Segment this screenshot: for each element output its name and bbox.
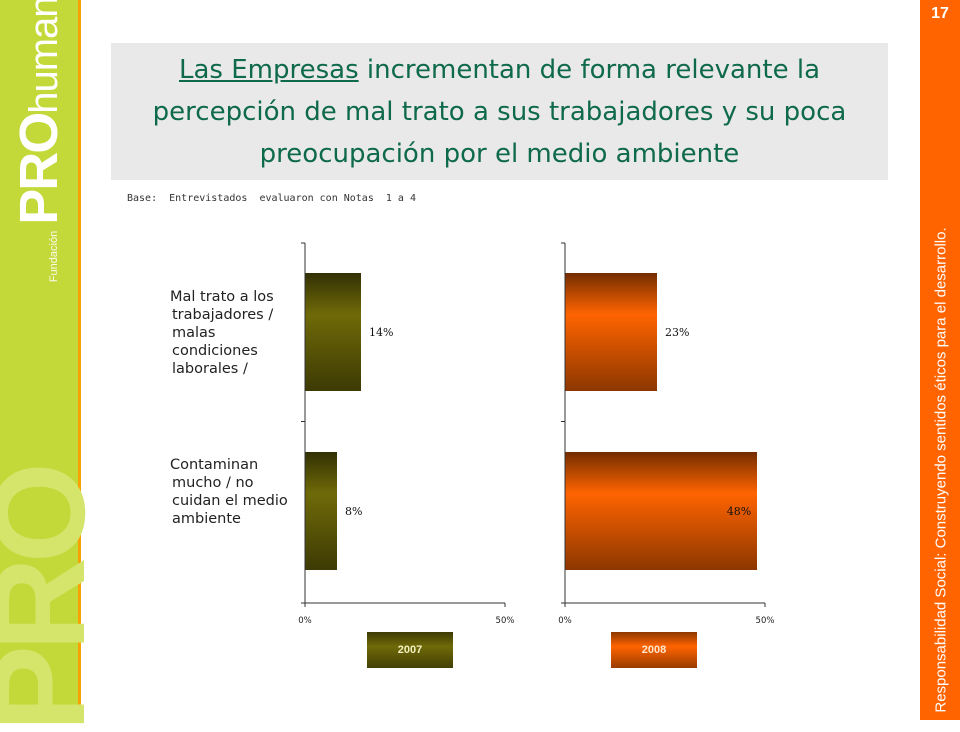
bar-chart-2007: 14% 8% 0% 50% — [298, 242, 515, 626]
prohumana-logo: FundaciónPROhumana® — [8, 0, 70, 282]
tagline: Responsabilidad Social: Construyendo sen… — [932, 227, 950, 713]
x-tick-label-2: 50% — [756, 616, 775, 626]
data-label-2007-1: 14% — [369, 326, 393, 339]
bar-2008-2 — [565, 452, 757, 570]
bar-2007-2 — [305, 452, 337, 570]
right-brand-strip — [920, 0, 960, 720]
page-number: 17 — [931, 5, 949, 22]
left-brand-strip — [0, 0, 78, 720]
category-label-1: Mal trato a los trabajadores / malas con… — [170, 289, 274, 377]
pro-watermark-logo: PRO — [0, 468, 112, 732]
legend-2007: 2007 — [367, 632, 453, 668]
title-box: Las Empresas incrementan de forma releva… — [111, 43, 888, 180]
logo-word: humana — [22, 0, 66, 114]
page-title: Las Empresas incrementan de forma releva… — [111, 49, 888, 175]
x-tick-label-1: 0% — [298, 616, 312, 626]
x-tick-label-1: 0% — [558, 616, 572, 626]
title-underlined: Las Empresas — [178, 54, 359, 85]
x-tick-label-2: 50% — [496, 616, 515, 626]
bar-2007-1 — [305, 273, 361, 391]
bar-chart-2008: 23% 48% 0% 50% — [558, 242, 775, 626]
title-rest: incrementan de forma relevante la percep… — [152, 54, 847, 169]
logo-prefix: Fundación — [48, 230, 60, 283]
left-accent-rule — [78, 0, 81, 720]
base-note: Base: Entrevistados evaluaron con Notas … — [127, 193, 416, 204]
bar-2008-1 — [565, 273, 657, 391]
data-label-2008-2: 48% — [727, 505, 751, 518]
data-label-2007-2: 8% — [345, 505, 362, 518]
logo-pro: PRO — [9, 113, 69, 225]
category-label-2: Contaminan mucho / no cuidan el medio am… — [170, 457, 288, 527]
data-label-2008-1: 23% — [665, 326, 689, 339]
legend-2008: 2008 — [611, 632, 697, 668]
